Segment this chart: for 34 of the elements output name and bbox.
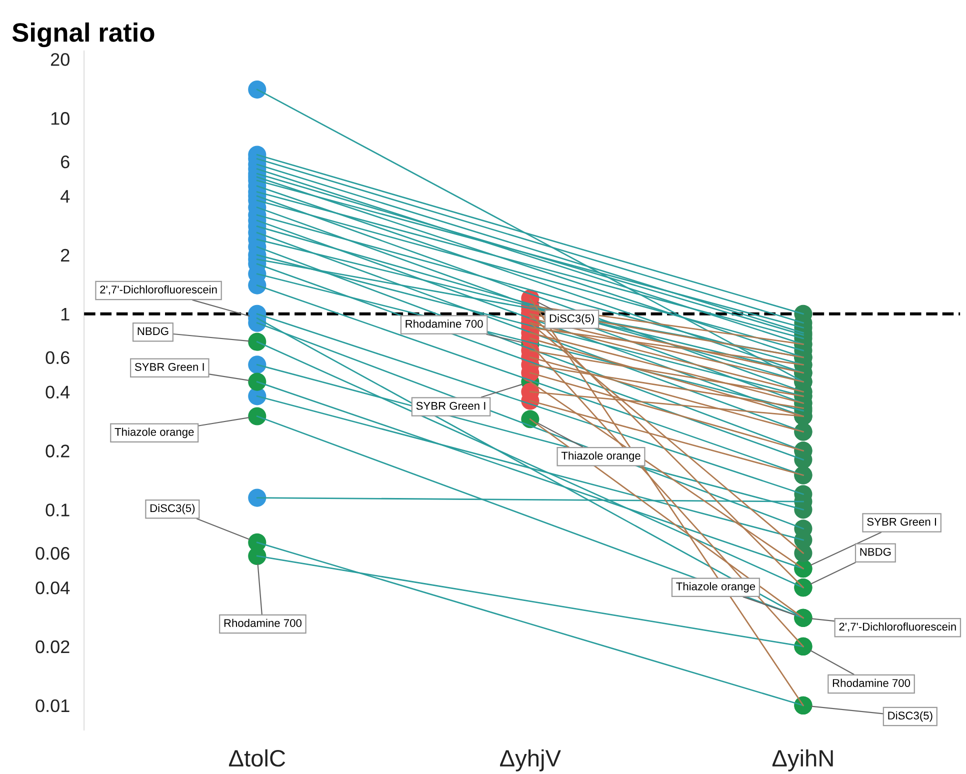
y-tick-label: 0.04 bbox=[36, 581, 70, 594]
annotation: SYBR Green I bbox=[416, 402, 486, 410]
annotation: Rhodamine 700 bbox=[406, 320, 483, 328]
y-tick-label: 1 bbox=[61, 308, 70, 320]
y-tick-label: 0.2 bbox=[46, 444, 70, 458]
y-tick-label: 6 bbox=[61, 155, 70, 168]
annotation: NBDG bbox=[860, 548, 891, 556]
annotation: DiSC3(5) bbox=[550, 314, 594, 324]
annotation: DiSC3(5) bbox=[888, 711, 932, 722]
annotation: SYBR Green I bbox=[867, 518, 936, 526]
y-tick-label: 10 bbox=[51, 112, 70, 125]
y-tick-label: 20 bbox=[50, 53, 70, 66]
chart-title: Signal ratio bbox=[12, 22, 154, 48]
y-tick-label: 0.1 bbox=[46, 504, 70, 516]
annotation: 2',7'-Dichlorofluorescein bbox=[100, 285, 217, 295]
y-tick-label: 0.01 bbox=[36, 699, 70, 712]
y-tick-label: 0.06 bbox=[36, 547, 70, 560]
y-tick-label: 0.4 bbox=[46, 386, 70, 399]
annotation: NBDG bbox=[138, 327, 168, 336]
annotation: Thiazole orange bbox=[561, 451, 640, 462]
annotation: Rhodamine 700 bbox=[832, 678, 910, 687]
annotation: Rhodamine 700 bbox=[224, 618, 302, 628]
y-tick-label: 2 bbox=[61, 248, 70, 262]
x-tick-label: ΔtolC bbox=[228, 749, 286, 767]
y-tick-label: 0.6 bbox=[46, 351, 70, 364]
annotation: SYBR Green I bbox=[134, 363, 204, 371]
annotation: DiSC3(5) bbox=[150, 504, 195, 514]
y-tick-label: 0.02 bbox=[36, 640, 70, 654]
x-tick-label: ΔyhjV bbox=[500, 749, 561, 772]
annotation: Thiazole orange bbox=[676, 582, 756, 593]
annotation: 2',7'-Dichlorofluorescein bbox=[839, 622, 956, 632]
y-tick-label: 4 bbox=[60, 190, 70, 203]
annotation: Thiazole orange bbox=[114, 428, 194, 438]
x-tick-label: ΔyihN bbox=[772, 749, 833, 772]
